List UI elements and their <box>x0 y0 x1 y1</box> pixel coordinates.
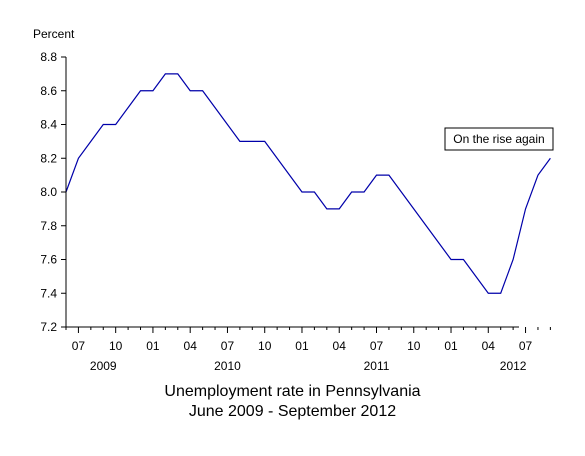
series-layer <box>65 73 551 294</box>
x-tick-label: 07 <box>370 339 384 353</box>
x-tick-label: 10 <box>407 339 421 353</box>
y-tick-label: 7.6 <box>40 253 57 267</box>
y-tick-label: 8.6 <box>40 84 57 98</box>
y-tick-label: 8.2 <box>40 151 57 165</box>
y-tick-label: 7.2 <box>40 320 57 334</box>
chart-caption-line-1: Unemployment rate in Pennsylvania <box>164 383 421 400</box>
x-year-label: 2010 <box>214 359 241 373</box>
x-tick-label: 01 <box>295 339 309 353</box>
x-tick-label: 07 <box>72 339 86 353</box>
y-tick-label: 8.0 <box>40 185 57 199</box>
series-line <box>65 73 551 294</box>
annotation-box <box>444 127 554 151</box>
y-axis-label: Percent <box>33 27 75 41</box>
y-tick-label: 7.8 <box>40 219 57 233</box>
x-tick-label: 01 <box>444 339 458 353</box>
y-tick-label: 8.4 <box>40 118 57 132</box>
annotation-callout: On the rise again <box>444 127 554 151</box>
x-tick-label: 04 <box>482 339 496 353</box>
y-tick-label: 8.8 <box>40 50 57 64</box>
x-year-label: 2012 <box>500 359 527 373</box>
x-tick-label: 10 <box>258 339 272 353</box>
y-tick-label: 7.4 <box>40 286 57 300</box>
y-axis-ticks: 7.2 7.4 7.6 7.8 8.0 8.2 8.4 8.6 8.8 <box>40 50 66 334</box>
x-year-label: 2009 <box>90 359 117 373</box>
chart-caption-line-2: June 2009 - September 2012 <box>188 403 397 420</box>
annotation-text: On the rise again <box>453 132 544 146</box>
x-year-label: 2011 <box>364 359 390 373</box>
x-tick-label: 10 <box>109 339 123 353</box>
x-tick-label: 01 <box>146 339 160 353</box>
x-axis-ticks: 07 10 01 04 07 10 01 04 07 10 01 04 07 <box>65 327 551 353</box>
x-tick-label: 07 <box>519 339 533 353</box>
x-tick-label: 04 <box>184 339 198 353</box>
x-axis-year-labels: 2009 2010 2011 2012 <box>90 359 527 373</box>
x-tick-label: 07 <box>221 339 235 353</box>
x-tick-label: 04 <box>333 339 347 353</box>
